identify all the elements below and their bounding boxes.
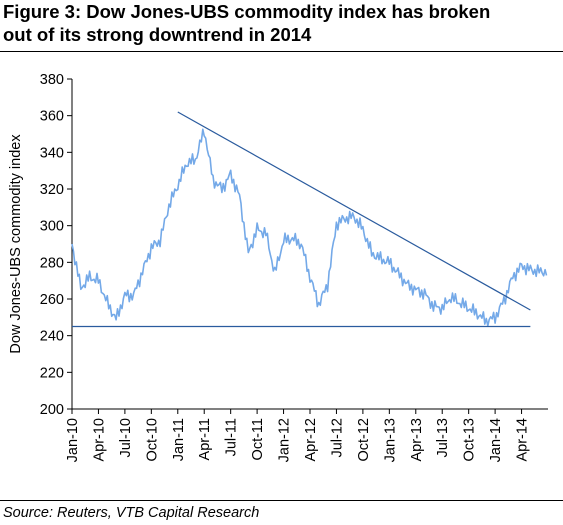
x-tick-label: Jul-12 [329,418,345,458]
x-tick-label: Oct-13 [462,418,478,462]
y-tick-label: 220 [40,365,64,381]
y-tick-label: 380 [40,72,64,88]
y-tick-label: 320 [40,182,64,198]
line-chart: 200 220 240 260 280 300 320 340 360 380 Jan-10 Apr-… [8,72,548,462]
x-tick-label: Apr-11 [197,418,213,460]
x-tick-label: Apr-14 [515,418,531,462]
figure-title: Figure 3: Dow Jones-UBS commodity index … [3,1,491,45]
x-tick-label: Jan-12 [277,418,293,462]
y-tick-label: 300 [40,219,64,235]
y-tick-label: 340 [40,145,64,161]
x-tick-label: Jul-13 [435,418,451,458]
x-tick-label: Apr-13 [409,418,425,462]
y-tick-label: 240 [40,329,64,345]
x-tick-label: Apr-10 [91,418,107,462]
y-tick-label: 200 [40,402,64,418]
x-tick-label: Jul-11 [224,418,240,456]
x-tick-label: Jul-10 [118,418,134,458]
downtrend-line [177,111,531,311]
index-series-line [71,128,548,327]
y-tick-label: 260 [40,292,64,308]
title-divider [0,51,563,52]
x-tick-label: Jan-10 [65,418,81,462]
x-tick-label: Jan-13 [382,418,398,462]
x-tick-label: Jan-11 [171,418,187,461]
x-tick-label: Oct-11 [250,418,266,460]
source-divider [0,500,563,501]
source-note: Source: Reuters, VTB Capital Research [3,505,260,521]
x-tick-label: Oct-10 [144,418,160,462]
y-tick-label: 360 [40,109,64,125]
x-tick-label: Oct-12 [356,418,372,462]
x-tick-label: Jan-14 [488,418,504,462]
y-axis-title: Dow Jones-UBS commodity index [8,134,24,354]
y-tick-label: 280 [40,255,64,271]
x-tick-label: Apr-12 [303,418,319,462]
